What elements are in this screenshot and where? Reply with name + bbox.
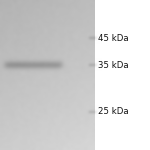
Text: 35 kDa: 35 kDa xyxy=(98,61,129,70)
Text: 45 kDa: 45 kDa xyxy=(98,34,129,43)
Text: 25 kDa: 25 kDa xyxy=(98,107,129,116)
